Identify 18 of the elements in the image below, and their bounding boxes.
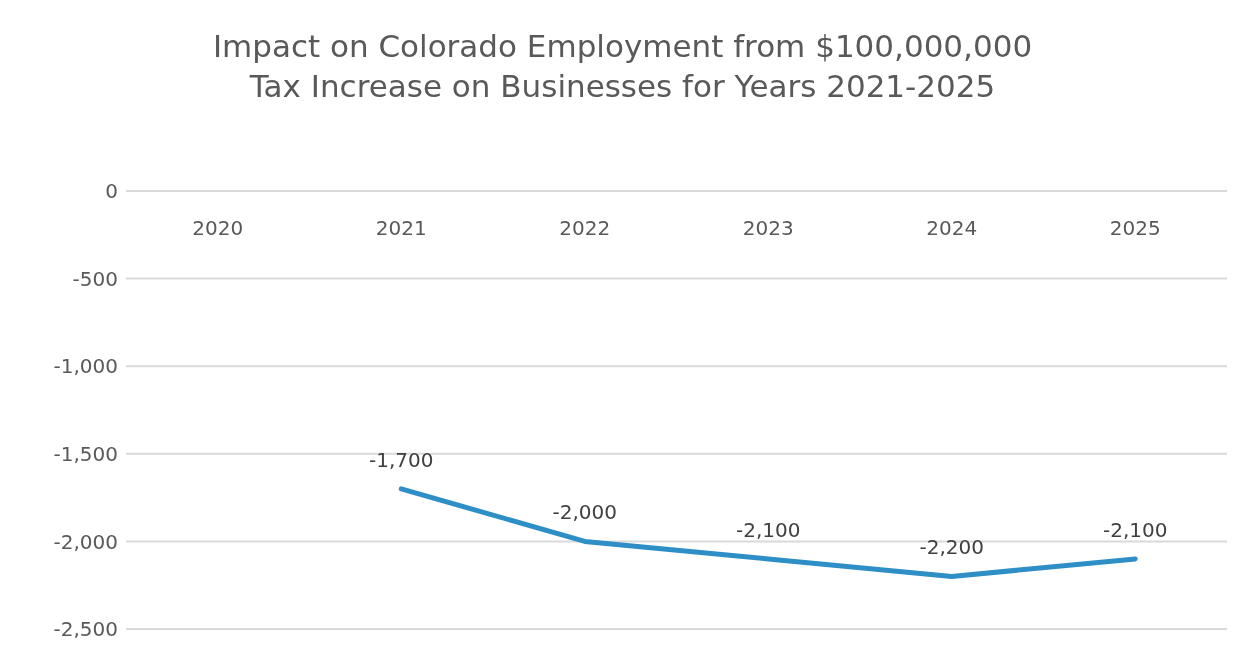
data-label: -2,100 [736, 517, 801, 542]
x-tick-label: 2021 [375, 216, 427, 241]
y-tick-label: -500 [72, 266, 118, 291]
y-tick-label: -1,500 [53, 441, 118, 466]
x-tick-label: 2020 [192, 216, 244, 241]
data-label: -1,700 [369, 447, 434, 472]
x-tick-label: 2022 [559, 216, 611, 241]
x-tick-label: 2024 [926, 216, 978, 241]
y-tick-label: 0 [105, 179, 118, 204]
data-label: -2,200 [919, 535, 984, 560]
y-tick-label: -1,000 [53, 354, 118, 379]
y-tick-label: -2,000 [53, 529, 118, 554]
x-tick-label: 2025 [1109, 216, 1161, 241]
x-tick-label: 2023 [742, 216, 794, 241]
chart-title: Impact on Colorado Employment from $100,000,000 Tax Increase on Businesses for Years 2021-2025 [211, 27, 1034, 106]
data-label: -2,000 [552, 500, 617, 525]
y-tick-label: -2,500 [53, 617, 118, 642]
data-label: -2,100 [1103, 517, 1168, 542]
